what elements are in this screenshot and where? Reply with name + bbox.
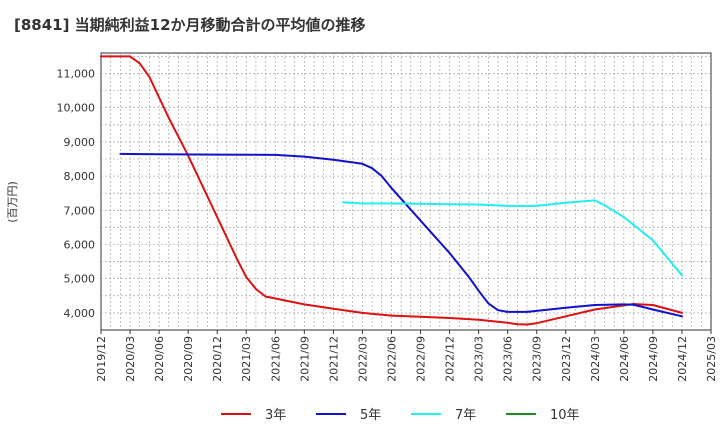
- y-tick-label: 4,000: [64, 307, 96, 320]
- x-tick-label: 2022/09: [415, 336, 428, 382]
- x-tick-label: 2022/06: [385, 336, 398, 382]
- y-tick-label: 8,000: [64, 170, 96, 183]
- x-tick-label: 2025/03: [705, 336, 718, 382]
- x-tick-label: 2024/06: [618, 336, 631, 382]
- legend-label-3年: 3年: [265, 408, 286, 423]
- x-tick-label: 2024/12: [676, 336, 689, 382]
- y-tick-label: 11,000: [57, 68, 96, 81]
- x-tick-label: 2020/06: [153, 336, 166, 382]
- x-tick-label: 2023/09: [531, 336, 544, 382]
- x-tick-label: 2023/06: [502, 336, 515, 382]
- x-tick-label: 2023/12: [560, 336, 573, 382]
- legend-label-5年: 5年: [360, 408, 381, 423]
- y-axis-label: (百万円): [6, 181, 19, 223]
- legend-label-7年: 7年: [455, 408, 476, 423]
- chart-title: [8841] 当期純利益12か月移動合計の平均値の推移: [14, 16, 366, 34]
- x-tick-label: 2022/03: [356, 336, 369, 382]
- x-tick-label: 2021/12: [327, 336, 340, 382]
- x-tick-label: 2024/09: [647, 336, 660, 382]
- y-axis: 4,000 5,000 6,000 7,000 8,000 9,000 10,000 11,0…: [57, 68, 96, 320]
- series-line-5年: [119, 152, 683, 318]
- y-tick-label: 10,000: [57, 102, 96, 115]
- x-tick-label: 2019/12: [95, 336, 108, 382]
- x-tick-label: 2021/03: [240, 336, 253, 382]
- series-line-3年: [100, 55, 683, 326]
- grid: [101, 53, 711, 330]
- x-tick-label: 2021/09: [298, 336, 311, 382]
- y-tick-label: 7,000: [64, 204, 96, 217]
- series-line-7年: [342, 199, 683, 277]
- x-tick-label: 2023/03: [473, 336, 486, 382]
- x-tick-label: 2021/06: [269, 336, 282, 382]
- x-tick-label: 2020/09: [182, 336, 195, 382]
- y-tick-label: 9,000: [64, 136, 96, 149]
- x-tick-label: 2024/03: [589, 336, 602, 382]
- y-tick-label: 5,000: [64, 273, 96, 286]
- x-tick-label: 2022/12: [444, 336, 457, 382]
- x-tick-label: 2020/03: [124, 336, 137, 382]
- y-tick-label: 6,000: [64, 239, 96, 252]
- series-group: [100, 55, 683, 326]
- x-axis: 2019/12 2020/03 2020/06 2020/09 2020/12 2021/…: [95, 330, 718, 382]
- legend: 3年 5年 7年 10年: [221, 408, 580, 423]
- plot-area: [100, 52, 712, 331]
- legend-label-10年: 10年: [550, 408, 580, 423]
- x-tick-label: 2020/12: [211, 336, 224, 382]
